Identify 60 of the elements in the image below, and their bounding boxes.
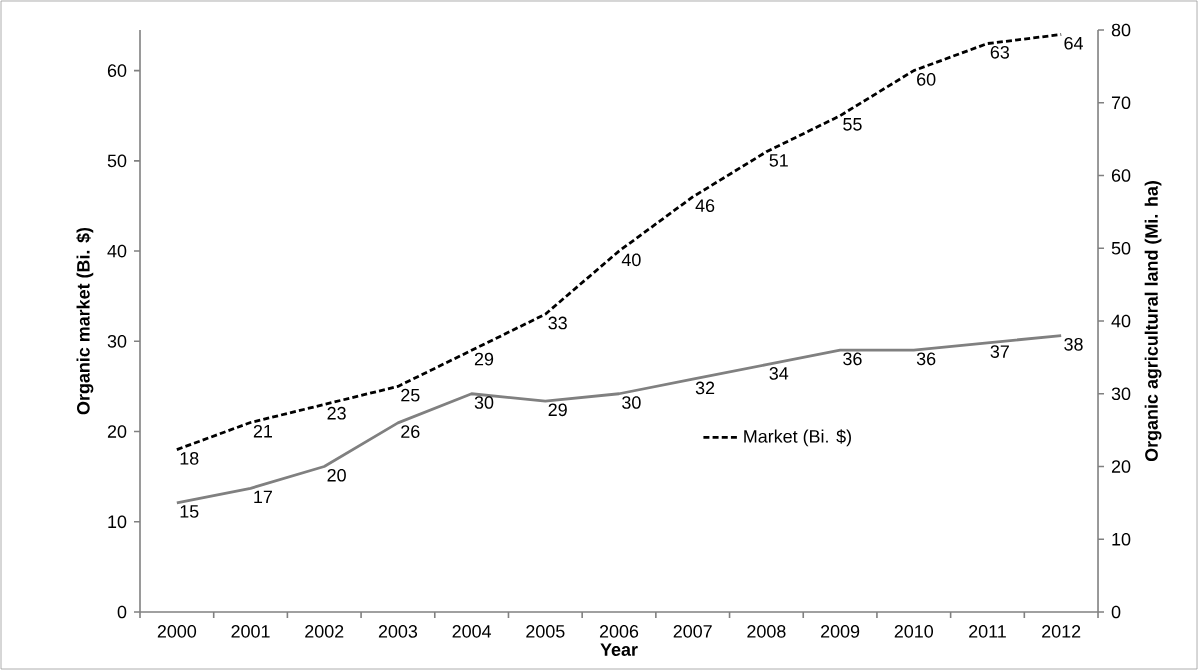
data-label: 37 [990,345,1009,358]
data-label: 64 [1064,36,1083,50]
y2-tick-label: 50 [1111,241,1131,255]
data-label: 60 [917,72,936,86]
y-tick-label: 50 [107,154,127,168]
x-tick-label: 2004 [452,625,492,638]
y-tick-label: 20 [107,425,127,438]
data-label: 23 [327,406,346,420]
data-label: 30 [622,396,641,409]
x-tick-label: 2011 [969,625,1006,638]
x-axis-title: Year [600,643,638,656]
data-label: 36 [916,352,936,366]
data-label: 20 [327,468,346,482]
data-label: 29 [548,403,567,417]
data-label: 40 [621,253,641,267]
y2-tick-label: 80 [1111,23,1131,37]
y-axis-title: Organic market (Bi. $) [76,227,94,415]
y2-tick-label: 70 [1111,96,1131,110]
data-label: 32 [695,381,715,395]
y-tick-label: 30 [107,334,127,348]
y2-axis-title: Organic agricultural land (Mi. ha) [1144,181,1162,462]
x-tick-label: 2007 [673,625,712,638]
x-tick-label: 2000 [157,625,197,638]
y-tick-label: 0 [117,605,127,619]
y2-tick-label: 60 [1111,169,1131,182]
legend-label: Market (Bi. $) [744,429,851,447]
data-label: 21 [253,424,272,438]
x-tick-label: 2009 [821,625,860,638]
x-tick-label: 2006 [599,625,639,638]
data-label: 17 [254,490,272,504]
data-label: 63 [990,45,1010,59]
data-label: 33 [548,316,567,330]
data-label: 46 [695,199,715,213]
x-tick-label: 2002 [305,625,344,638]
y2-tick-label: 40 [1111,314,1131,328]
y-tick-label: 40 [107,244,127,258]
data-label: 55 [843,118,862,131]
data-label: 36 [843,352,862,366]
y2-tick-label: 20 [1111,460,1131,473]
y2-tick-label: 10 [1112,532,1131,546]
data-label: 18 [180,451,199,465]
x-tick-label: 2005 [526,625,565,638]
data-label: 34 [769,367,789,380]
y2-tick-label: 0 [1111,605,1121,619]
x-tick-label: 2008 [747,625,786,638]
y-tick-label: 60 [107,64,127,77]
line-series [175,334,1063,505]
x-tick-label: 2012 [1042,625,1081,638]
x-tick-label: 2010 [894,625,934,638]
data-label: 15 [180,505,199,518]
data-label: 51 [769,154,788,167]
data-label: 25 [401,388,420,402]
data-label: 26 [401,425,420,438]
x-tick-label: 2003 [378,625,418,638]
x-tick-label: 2001 [231,625,270,638]
data-label: 30 [474,396,494,409]
data-label: 29 [474,352,494,366]
y2-tick-label: 30 [1111,387,1131,401]
y-tick-label: 10 [108,515,127,529]
data-label: 38 [1064,337,1083,351]
